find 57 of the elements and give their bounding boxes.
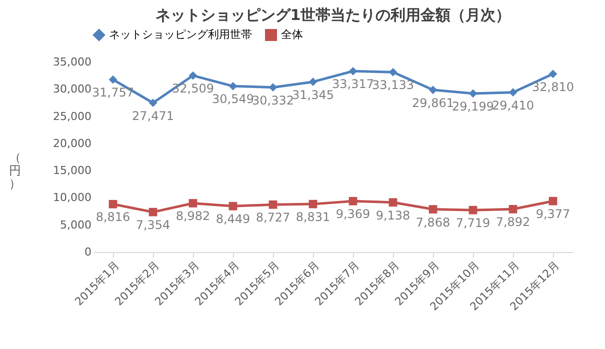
- point: [388, 68, 398, 76]
- y-tick-label: 25,000: [53, 110, 92, 123]
- data-label: 31,757: [92, 86, 134, 100]
- point: [268, 200, 278, 209]
- point: [548, 70, 558, 78]
- point: [508, 88, 518, 97]
- data-label: 31,345: [292, 88, 334, 102]
- data-label: 33,317: [332, 77, 374, 92]
- data-label: 9,369: [336, 207, 370, 222]
- point: [548, 196, 558, 206]
- point: [428, 205, 438, 214]
- data-label: 29,199: [452, 99, 494, 114]
- point: [508, 204, 518, 214]
- y-tick-label: 30,000: [53, 82, 92, 96]
- point: [308, 78, 318, 86]
- point: [428, 86, 438, 94]
- y-tick-label: 15,000: [53, 164, 92, 178]
- y-axis-title: （円）: [9, 150, 22, 190]
- point: [308, 200, 318, 208]
- data-label: 29,861: [412, 96, 454, 110]
- data-label: 30,549: [212, 92, 254, 106]
- chart-title: ネットショッピング1世帯当たりの利用金額（月次）: [155, 6, 511, 24]
- legend-label: 全体: [281, 28, 303, 41]
- point: [228, 202, 238, 210]
- y-tick-label: 5,000: [60, 218, 92, 232]
- data-label: 30,332: [252, 93, 294, 108]
- data-label: 8,727: [256, 210, 290, 225]
- data-label: 8,816: [96, 210, 130, 224]
- data-label: 32,509: [172, 82, 214, 96]
- data-label: 7,354: [136, 218, 170, 232]
- data-label: 8,831: [296, 210, 330, 224]
- point: [108, 75, 118, 84]
- point: [468, 206, 478, 214]
- data-label: 33,133: [372, 78, 414, 92]
- point: [108, 200, 118, 208]
- point: [388, 198, 398, 207]
- data-label: 9,138: [376, 208, 410, 222]
- y-tick-label: 10,000: [53, 191, 92, 204]
- y-tick-label: 20,000: [53, 136, 92, 150]
- legend-label: ネットショッピング利用世帯: [109, 28, 252, 41]
- point: [348, 196, 358, 206]
- data-label: 8,982: [176, 209, 210, 224]
- data-label: 7,892: [496, 215, 530, 230]
- y-tick-label: 0: [84, 246, 92, 258]
- data-label: 7,719: [456, 216, 490, 230]
- data-label: 29,410: [492, 98, 534, 112]
- point: [188, 71, 198, 80]
- point: [148, 98, 158, 108]
- point: [188, 199, 198, 208]
- data-label: 32,810: [532, 80, 574, 94]
- data-label: 8,449: [216, 212, 250, 226]
- data-label: 7,868: [416, 215, 450, 230]
- point: [148, 208, 158, 216]
- data-label: 27,471: [132, 108, 174, 123]
- data-label: 9,377: [536, 207, 570, 222]
- y-tick-label: 35,000: [53, 56, 92, 68]
- point: [468, 89, 478, 98]
